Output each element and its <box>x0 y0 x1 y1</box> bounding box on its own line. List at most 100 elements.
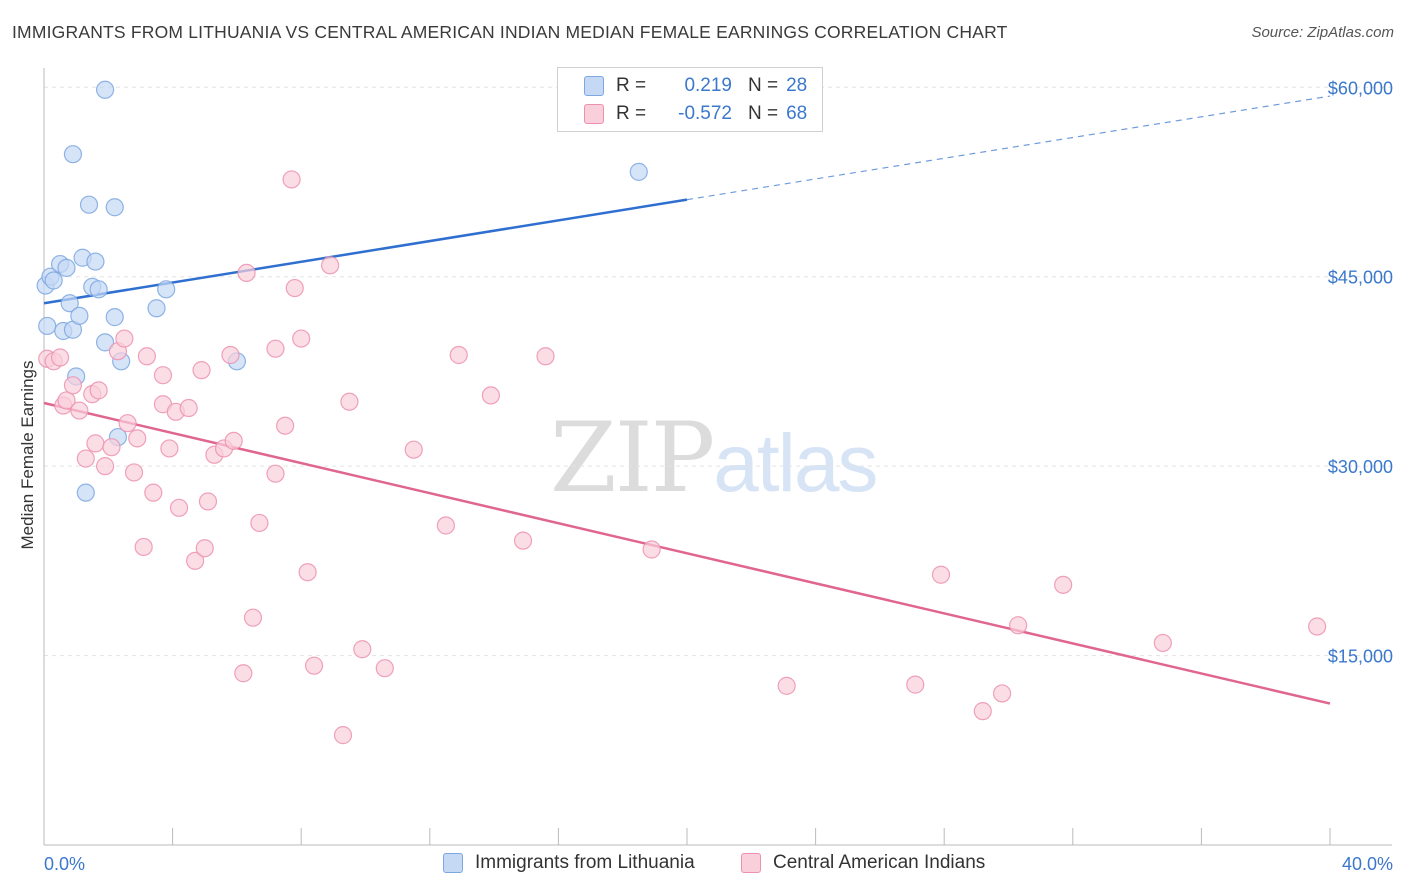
x-tick-label: 0.0% <box>44 854 85 874</box>
point-central-american <box>973 702 992 721</box>
point-central-american <box>134 537 153 557</box>
y-tick-label: $30,000 <box>1328 457 1393 477</box>
point-lithuania <box>95 333 115 352</box>
point-central-american <box>57 391 76 410</box>
point-lithuania <box>157 280 176 299</box>
point-central-american <box>250 513 269 533</box>
point-central-american <box>237 263 256 283</box>
legend-row-central-american: R = -0.572 N = 68 <box>558 102 807 126</box>
point-lithuania <box>63 145 83 164</box>
point-central-american <box>153 366 173 385</box>
point-central-american <box>436 516 455 535</box>
legend-r-label: R = <box>616 75 647 96</box>
point-lithuania <box>629 162 648 181</box>
point-central-american <box>1009 616 1028 635</box>
point-central-american <box>195 539 214 558</box>
point-central-american <box>124 463 144 482</box>
point-central-american <box>115 329 134 348</box>
point-central-american <box>333 726 353 745</box>
point-central-american <box>118 414 137 433</box>
point-central-american <box>1054 575 1073 594</box>
point-central-american <box>160 439 179 458</box>
point-central-american <box>128 429 147 448</box>
point-central-american <box>1308 617 1327 636</box>
point-central-american <box>321 256 340 275</box>
point-central-american <box>276 416 295 435</box>
point-lithuania <box>38 316 57 336</box>
point-lithuania <box>70 306 89 325</box>
point-central-american <box>304 656 324 675</box>
point-central-american <box>221 345 240 365</box>
point-lithuania <box>86 252 105 271</box>
point-lithuania <box>95 80 115 99</box>
point-central-american <box>536 347 555 366</box>
point-central-american <box>906 675 925 694</box>
point-lithuania <box>57 258 76 277</box>
point-central-american <box>513 531 533 550</box>
point-central-american <box>137 347 156 366</box>
trend-line-lithuania <box>43 198 688 305</box>
point-central-american <box>298 563 317 582</box>
point-central-american <box>282 170 301 189</box>
trend-line-central-american <box>43 401 1331 705</box>
y-tick-label: $15,000 <box>1328 647 1393 667</box>
point-central-american <box>931 565 951 584</box>
legend-item-lithuania: Immigrants from Lithuania <box>443 852 695 874</box>
tick-labels: $15,000 $30,000 $45,000 $60,000 0.0% 40.0% <box>44 78 1393 874</box>
legend-n-value: 68 <box>786 103 808 124</box>
legend-n-value: 28 <box>786 75 808 96</box>
y-axis-label: Median Female Earnings <box>18 360 37 550</box>
point-central-american <box>353 640 372 659</box>
point-central-american <box>86 434 105 453</box>
point-central-american <box>266 464 285 483</box>
legend-swatch-pink <box>741 853 761 873</box>
source-credit: Source: ZipAtlas.com <box>1251 24 1394 41</box>
watermark: ZIPatlas <box>550 402 878 514</box>
point-central-american <box>340 392 359 411</box>
legend-n-label: N = <box>748 103 779 124</box>
point-central-american <box>777 676 796 695</box>
legend-r-value: 0.219 <box>684 75 732 96</box>
point-central-american <box>169 498 189 517</box>
point-central-american <box>404 440 423 459</box>
point-lithuania <box>44 271 63 290</box>
point-central-american <box>198 492 218 511</box>
point-lithuania <box>147 299 166 318</box>
point-central-american <box>70 401 89 420</box>
point-central-american <box>481 386 500 405</box>
point-central-american <box>375 659 394 678</box>
point-lithuania <box>60 294 79 313</box>
legend-row-lithuania: R = 0.219 N = 28 <box>558 74 807 98</box>
legend-swatch-blue <box>443 853 463 873</box>
chart-title: IMMIGRANTS FROM LITHUANIA VS CENTRAL AME… <box>12 22 1008 42</box>
point-lithuania <box>105 198 124 217</box>
legend-label-central-american: Central American Indians <box>773 852 986 873</box>
legend-swatch-blue <box>584 76 604 96</box>
point-central-american <box>95 457 115 476</box>
legend-item-central-american: Central American Indians <box>741 852 985 874</box>
series-legend: Immigrants from Lithuania Central Americ… <box>0 852 1406 876</box>
axes <box>43 68 1392 846</box>
point-central-american <box>292 329 311 348</box>
trend-lines <box>43 95 1331 705</box>
y-tick-label: $60,000 <box>1328 78 1393 98</box>
point-central-american <box>179 398 198 418</box>
point-central-american <box>192 361 211 380</box>
legend-label-lithuania: Immigrants from Lithuania <box>475 852 695 873</box>
point-central-american <box>144 483 163 502</box>
point-central-american <box>642 540 661 559</box>
point-central-american <box>992 684 1012 703</box>
point-central-american <box>76 449 95 468</box>
y-tick-label: $45,000 <box>1328 268 1393 288</box>
legend-r-label: R = <box>616 103 647 124</box>
point-central-american <box>266 339 285 358</box>
point-lithuania <box>76 483 95 502</box>
legend-swatch-pink <box>584 104 604 124</box>
point-central-american <box>285 278 304 298</box>
point-lithuania <box>79 195 99 214</box>
legend-n-label: N = <box>748 75 779 96</box>
correlation-legend: R = 0.219 N = 28 R = -0.572 N = 68 <box>557 67 823 132</box>
point-central-american <box>1153 633 1172 653</box>
point-central-american <box>224 431 243 450</box>
